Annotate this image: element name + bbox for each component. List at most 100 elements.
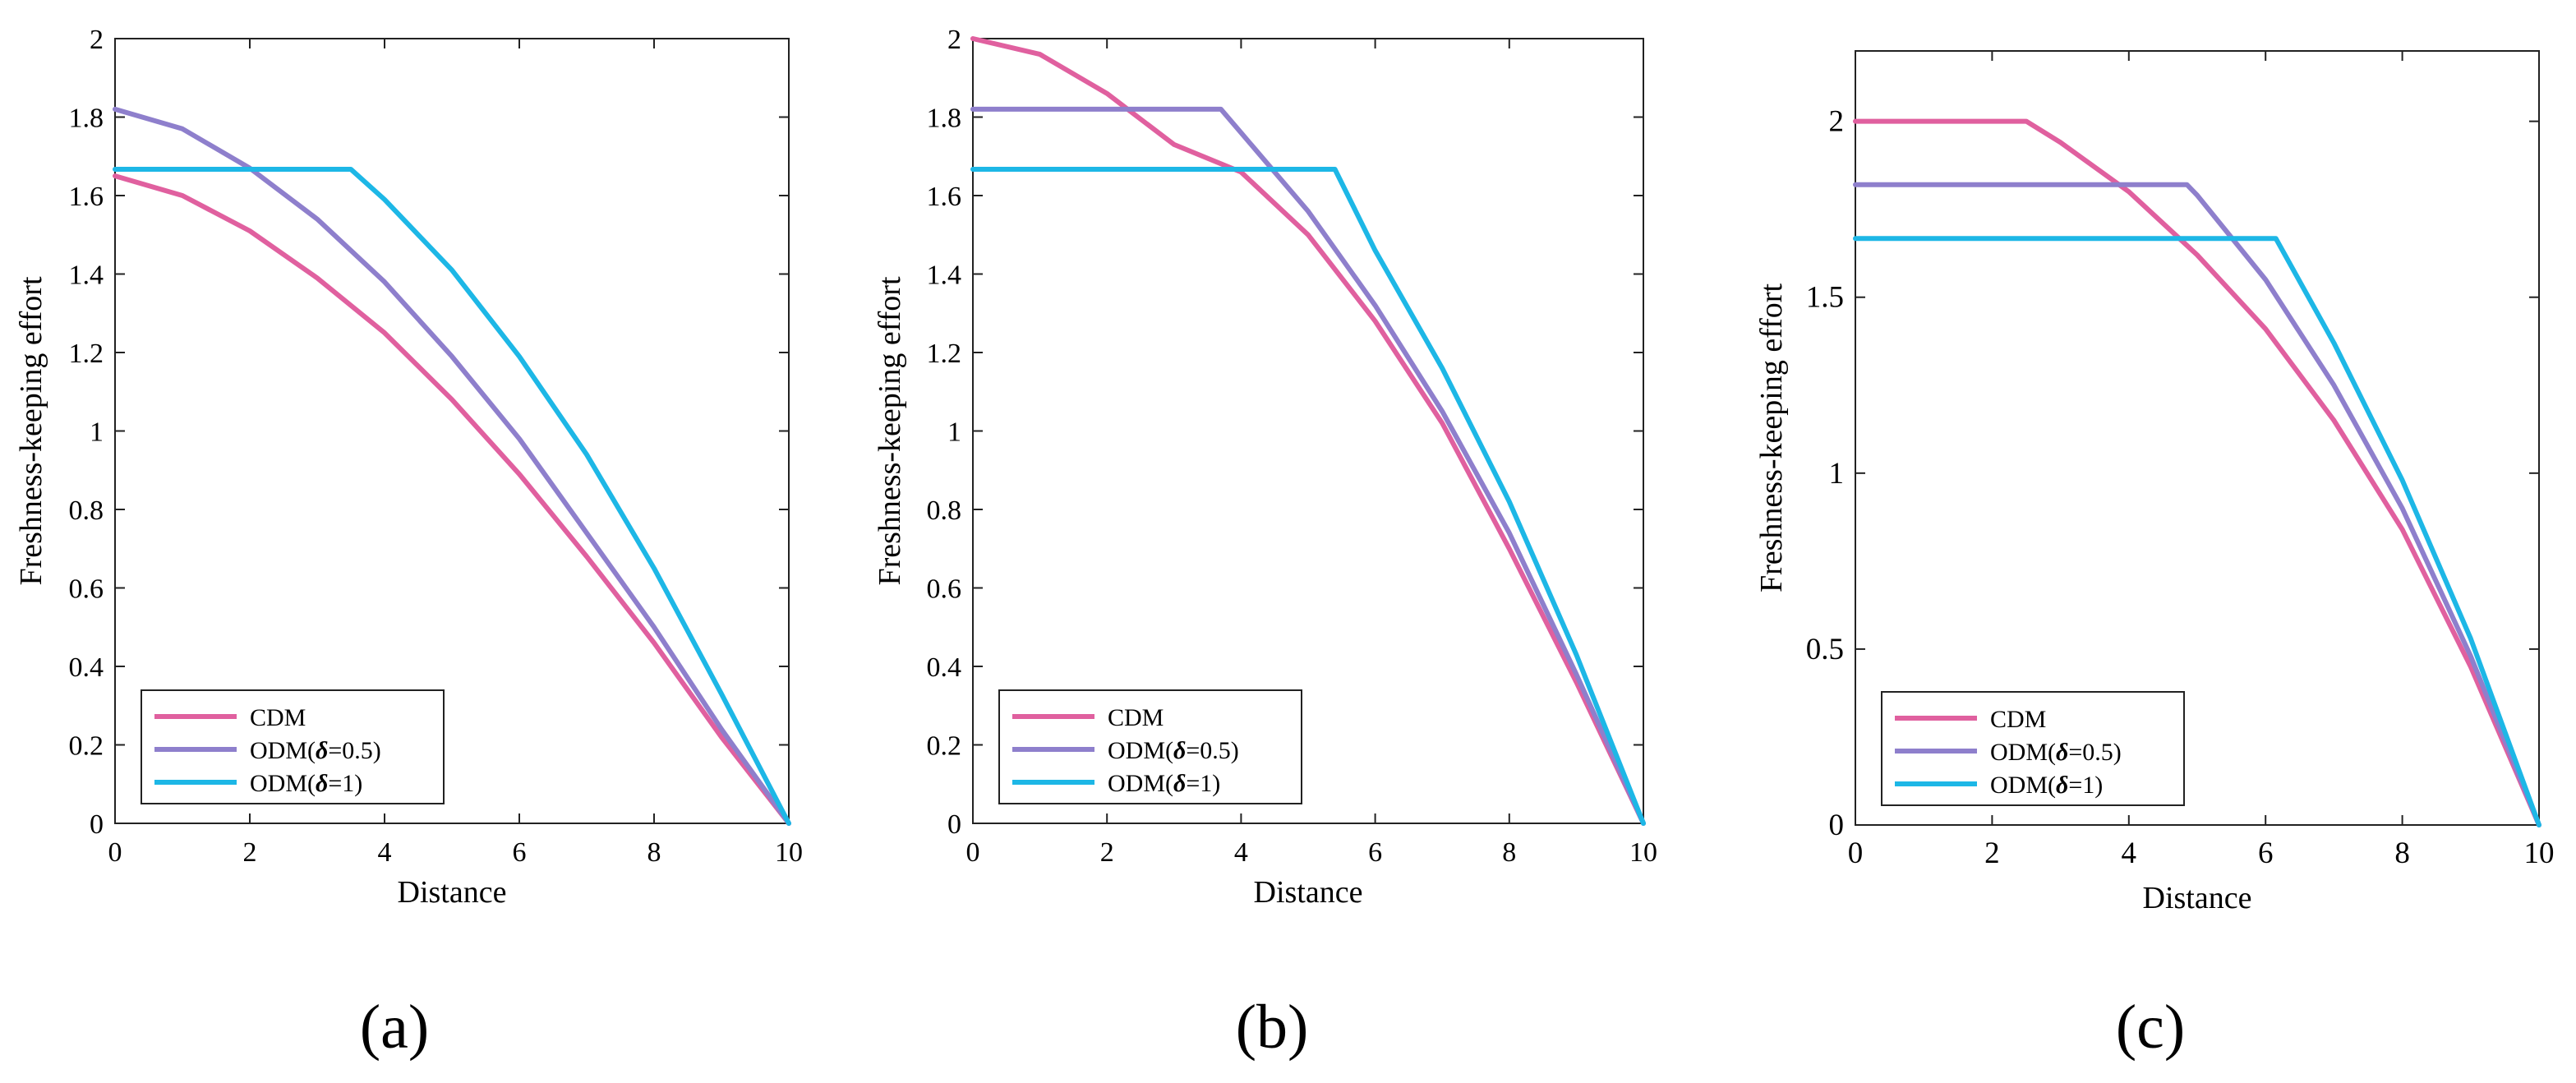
- x-axis-label: Distance: [1254, 875, 1363, 910]
- x-tick-label: 2: [1100, 837, 1114, 868]
- y-tick-label: 1: [1829, 457, 1845, 491]
- x-tick-label: 4: [2122, 836, 2137, 870]
- series-line-1: [113, 173, 791, 826]
- legend-text: =0.5): [2068, 739, 2121, 766]
- y-tick-label: 0.6: [927, 574, 962, 605]
- y-tick-label: 2: [947, 25, 961, 55]
- legend-entry-3: ODM(δ=1): [250, 770, 362, 797]
- legend-text: =1): [2068, 772, 2103, 799]
- legend-text: CDM: [1990, 706, 2046, 733]
- y-tick-label: 1.8: [69, 104, 104, 134]
- x-tick-label: 8: [647, 837, 661, 868]
- x-tick-label: 0: [966, 837, 980, 868]
- y-tick-label: 0: [947, 809, 961, 840]
- y-tick-label: 1.2: [69, 339, 104, 369]
- x-axis-label: Distance: [398, 875, 507, 910]
- y-tick-label: 0.5: [1806, 633, 1844, 666]
- legend-entry-3: ODM(δ=1): [1108, 770, 1220, 797]
- y-axis-label: Freshness-keeping effort: [873, 276, 907, 585]
- legend-delta: δ: [316, 770, 328, 797]
- x-tick-label: 2: [243, 837, 257, 868]
- y-tick-label: 0: [90, 809, 104, 840]
- series-line-3: [1853, 236, 2541, 827]
- y-tick-label: 1.5: [1806, 281, 1844, 315]
- legend-text: =0.5): [1186, 737, 1238, 764]
- y-tick-label: 0.2: [69, 731, 104, 762]
- y-tick-label: 1: [90, 417, 104, 448]
- legend-entry-2: ODM(δ=0.5): [1108, 737, 1239, 764]
- panel-label: (a): [360, 993, 429, 1062]
- x-axis-label: Distance: [2143, 881, 2252, 915]
- series-line-2: [113, 106, 791, 826]
- series-line-3: [113, 167, 791, 826]
- y-tick-label: 0.4: [69, 652, 104, 683]
- series-line-1: [970, 36, 1646, 826]
- chart-panel-1: 0 2 4 6 8 10 0 0.2 0.4 0.6 0.8 1 1.2 1.4 1.6 1.8 2 Distan…: [14, 25, 803, 1062]
- y-tick-label: 0.8: [927, 495, 962, 526]
- series-line-3: [970, 167, 1646, 826]
- legend-entry-1: CDM: [1108, 704, 1164, 731]
- y-axis-label: Freshness-keeping effort: [1754, 283, 1789, 592]
- legend-delta: δ: [1173, 770, 1186, 797]
- x-tick-label: 8: [2394, 836, 2410, 870]
- y-tick-label: 0.2: [927, 731, 962, 762]
- legend-delta: δ: [2056, 739, 2068, 766]
- y-tick-label: 2: [1829, 105, 1845, 139]
- chart-panel-2: 0 2 4 6 8 10 0 0.2 0.4 0.6 0.8 1 1.2 1.4 1.6 1.8 2 Distan…: [873, 25, 1657, 1062]
- plot-area-box: [1855, 50, 2540, 826]
- legend-entry-2: ODM(δ=0.5): [1990, 739, 2122, 766]
- legend-text: ODM(: [250, 737, 316, 764]
- legend-text: =1): [1186, 770, 1220, 797]
- legend-entry-1: CDM: [250, 704, 306, 731]
- y-tick-label: 0: [1829, 809, 1845, 842]
- x-tick-label: 2: [1984, 836, 2000, 870]
- chart-panel-3: 0 2 4 6 8 10 0 0.5 1 1.5 2 Distance Freshness-keepin…: [1754, 50, 2555, 1062]
- series-line-2: [1853, 182, 2541, 827]
- y-tick-label: 0.6: [69, 574, 104, 605]
- legend-delta: δ: [2056, 772, 2068, 799]
- y-tick-label: 1: [947, 417, 961, 448]
- y-tick-label: 1.2: [927, 339, 962, 369]
- y-tick-label: 1.8: [927, 104, 962, 134]
- x-tick-label: 6: [1368, 837, 1382, 868]
- x-tick-label: 10: [1629, 837, 1657, 868]
- legend-text: =1): [328, 770, 362, 797]
- legend-text: ODM(: [1108, 770, 1173, 797]
- y-tick-label: 1.6: [69, 182, 104, 212]
- y-tick-label: 1.6: [927, 182, 962, 212]
- legend-text: CDM: [1108, 704, 1164, 731]
- x-tick-label: 6: [513, 837, 527, 868]
- legend-text: ODM(: [250, 770, 316, 797]
- legend-delta: δ: [316, 737, 328, 764]
- legend-text: ODM(: [1108, 737, 1173, 764]
- legend-text: ODM(: [1990, 772, 2056, 799]
- legend-delta: δ: [1173, 737, 1186, 764]
- legend-text: CDM: [250, 704, 306, 731]
- y-tick-label: 2: [90, 25, 104, 55]
- y-tick-label: 1.4: [927, 260, 962, 291]
- legend-entry-2: ODM(δ=0.5): [250, 737, 381, 764]
- y-axis-label: Freshness-keeping effort: [14, 276, 48, 585]
- panel-label: (c): [2116, 993, 2185, 1062]
- panel-label: (b): [1236, 993, 1309, 1062]
- x-tick-label: 4: [1234, 837, 1248, 868]
- series-line-2: [970, 106, 1646, 826]
- x-tick-label: 10: [2524, 836, 2555, 870]
- y-tick-label: 1.4: [69, 260, 104, 291]
- series-line-1: [1853, 118, 2541, 827]
- x-tick-label: 6: [2258, 836, 2274, 870]
- x-tick-label: 0: [108, 837, 122, 868]
- legend-text: ODM(: [1990, 739, 2056, 766]
- legend-entry-3: ODM(δ=1): [1990, 772, 2103, 799]
- x-tick-label: 0: [1848, 836, 1864, 870]
- legend-entry-1: CDM: [1990, 706, 2046, 733]
- legend-text: =0.5): [328, 737, 380, 764]
- x-tick-label: 4: [378, 837, 392, 868]
- x-tick-label: 8: [1502, 837, 1516, 868]
- y-tick-label: 0.4: [927, 652, 962, 683]
